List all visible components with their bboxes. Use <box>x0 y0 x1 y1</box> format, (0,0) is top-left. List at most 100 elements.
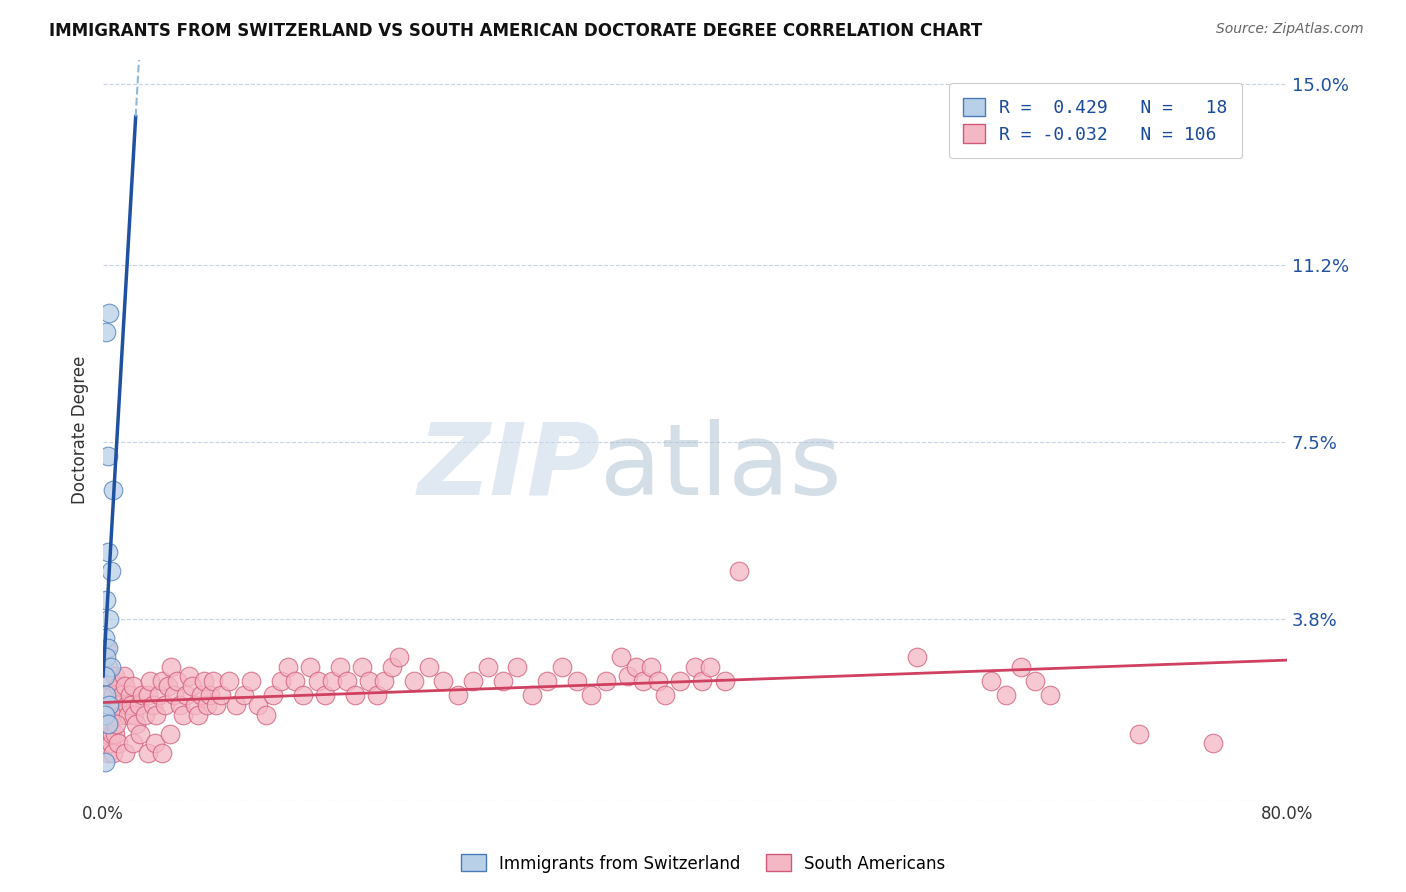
Point <box>150 746 173 760</box>
Point <box>110 707 132 722</box>
Point <box>94 592 117 607</box>
Point <box>97 640 120 655</box>
Point <box>193 674 215 689</box>
Point <box>166 674 188 689</box>
Point <box>125 717 148 731</box>
Point <box>115 698 138 712</box>
Point <box>94 650 117 665</box>
Point <box>93 631 115 645</box>
Point <box>284 674 307 689</box>
Text: Source: ZipAtlas.com: Source: ZipAtlas.com <box>1216 22 1364 37</box>
Point <box>184 698 207 712</box>
Point <box>654 689 676 703</box>
Point <box>122 707 145 722</box>
Point <box>218 674 240 689</box>
Point <box>201 674 224 689</box>
Point <box>381 659 404 673</box>
Point <box>980 674 1002 689</box>
Point <box>97 545 120 559</box>
Point <box>174 689 197 703</box>
Point <box>1010 659 1032 673</box>
Point <box>101 727 124 741</box>
Point <box>565 674 588 689</box>
Point <box>100 564 122 578</box>
Point <box>595 674 617 689</box>
Point <box>100 736 122 750</box>
Point <box>299 659 322 673</box>
Point <box>94 689 117 703</box>
Point <box>118 689 141 703</box>
Point <box>447 689 470 703</box>
Point <box>172 707 194 722</box>
Point <box>551 659 574 673</box>
Point <box>402 674 425 689</box>
Point <box>373 674 395 689</box>
Point <box>994 689 1017 703</box>
Point <box>97 450 120 464</box>
Point <box>104 727 127 741</box>
Point <box>180 679 202 693</box>
Point <box>728 564 751 578</box>
Point <box>98 689 121 703</box>
Point <box>97 717 120 731</box>
Point <box>624 659 647 673</box>
Point <box>150 674 173 689</box>
Point <box>254 707 277 722</box>
Point <box>139 674 162 689</box>
Point <box>100 674 122 689</box>
Point <box>128 698 150 712</box>
Point <box>94 727 117 741</box>
Point <box>211 689 233 703</box>
Point <box>307 674 329 689</box>
Point <box>117 707 139 722</box>
Point <box>477 659 499 673</box>
Text: IMMIGRANTS FROM SWITZERLAND VS SOUTH AMERICAN DOCTORATE DEGREE CORRELATION CHART: IMMIGRANTS FROM SWITZERLAND VS SOUTH AME… <box>49 22 983 40</box>
Point <box>97 659 120 673</box>
Point <box>111 689 134 703</box>
Point <box>121 679 143 693</box>
Point <box>120 698 142 712</box>
Point <box>522 689 544 703</box>
Point <box>581 689 603 703</box>
Point <box>195 698 218 712</box>
Legend: R =  0.429   N =   18, R = -0.032   N = 106: R = 0.429 N = 18, R = -0.032 N = 106 <box>949 84 1243 158</box>
Point <box>169 698 191 712</box>
Point <box>204 698 226 712</box>
Point <box>314 689 336 703</box>
Point <box>129 727 152 741</box>
Point <box>631 674 654 689</box>
Point <box>247 698 270 712</box>
Point <box>136 689 159 703</box>
Point <box>1039 689 1062 703</box>
Point <box>121 736 143 750</box>
Point <box>336 674 359 689</box>
Point <box>108 698 131 712</box>
Point <box>103 746 125 760</box>
Point <box>187 707 209 722</box>
Point <box>1024 674 1046 689</box>
Point <box>491 674 513 689</box>
Point <box>610 650 633 665</box>
Point <box>98 306 121 320</box>
Point <box>190 689 212 703</box>
Point <box>359 674 381 689</box>
Point <box>114 746 136 760</box>
Point <box>93 707 115 722</box>
Point <box>142 698 165 712</box>
Point <box>134 707 156 722</box>
Point <box>1202 736 1225 750</box>
Point <box>100 659 122 673</box>
Point <box>104 669 127 683</box>
Point <box>97 746 120 760</box>
Point <box>277 659 299 673</box>
Point <box>506 659 529 673</box>
Point <box>240 674 263 689</box>
Point <box>225 698 247 712</box>
Point <box>291 689 314 703</box>
Point <box>105 698 128 712</box>
Point <box>262 689 284 703</box>
Point <box>107 736 129 750</box>
Point <box>105 717 128 731</box>
Point <box>93 669 115 683</box>
Point <box>270 674 292 689</box>
